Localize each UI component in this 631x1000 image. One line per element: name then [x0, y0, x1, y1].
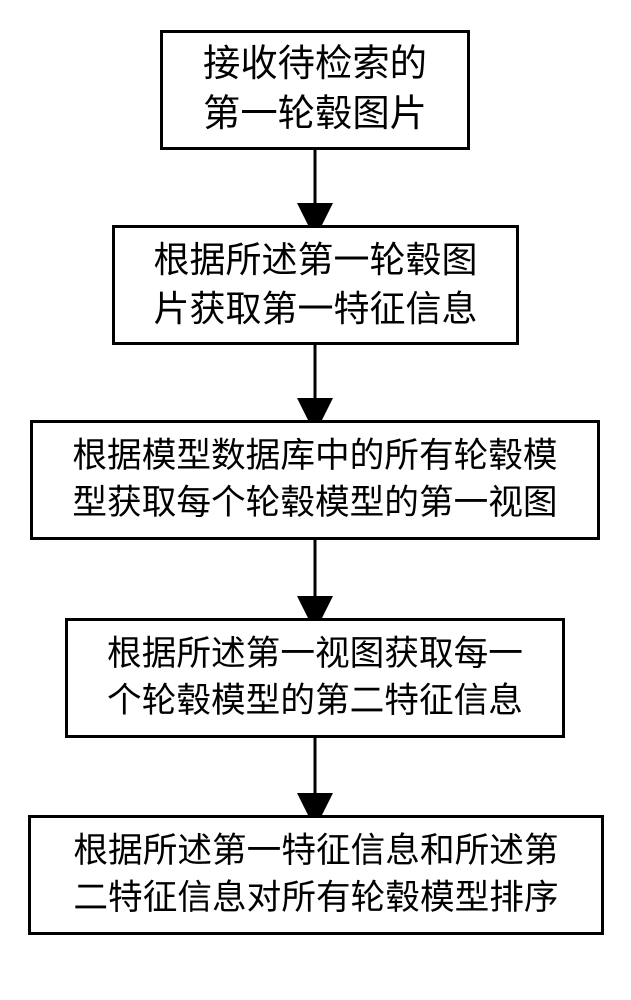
flowchart-node-label: 接收待检索的 第一轮毂图片: [203, 40, 427, 141]
flowchart-node-label: 根据模型数据库中的所有轮毂模 型获取每个轮毂模型的第一视图: [72, 433, 557, 527]
flowchart-node-label: 根据所述第一特征信息和所述第 二特征信息对所有轮毂模型排序: [73, 828, 558, 922]
flowchart-node: 接收待检索的 第一轮毂图片: [160, 30, 470, 150]
flowchart-node: 根据所述第一特征信息和所述第 二特征信息对所有轮毂模型排序: [28, 815, 604, 935]
flowchart-canvas: 接收待检索的 第一轮毂图片根据所述第一轮毂图 片获取第一特征信息根据模型数据库中…: [0, 0, 631, 1000]
flowchart-node-label: 根据所述第一轮毂图 片获取第一特征信息: [153, 236, 477, 333]
flowchart-node: 根据所述第一轮毂图 片获取第一特征信息: [112, 225, 519, 345]
flowchart-node-label: 根据所述第一视图获取每一 个轮毂模型的第二特征信息: [107, 631, 523, 725]
flowchart-node: 根据所述第一视图获取每一 个轮毂模型的第二特征信息: [65, 618, 565, 738]
flowchart-node: 根据模型数据库中的所有轮毂模 型获取每个轮毂模型的第一视图: [30, 420, 600, 540]
